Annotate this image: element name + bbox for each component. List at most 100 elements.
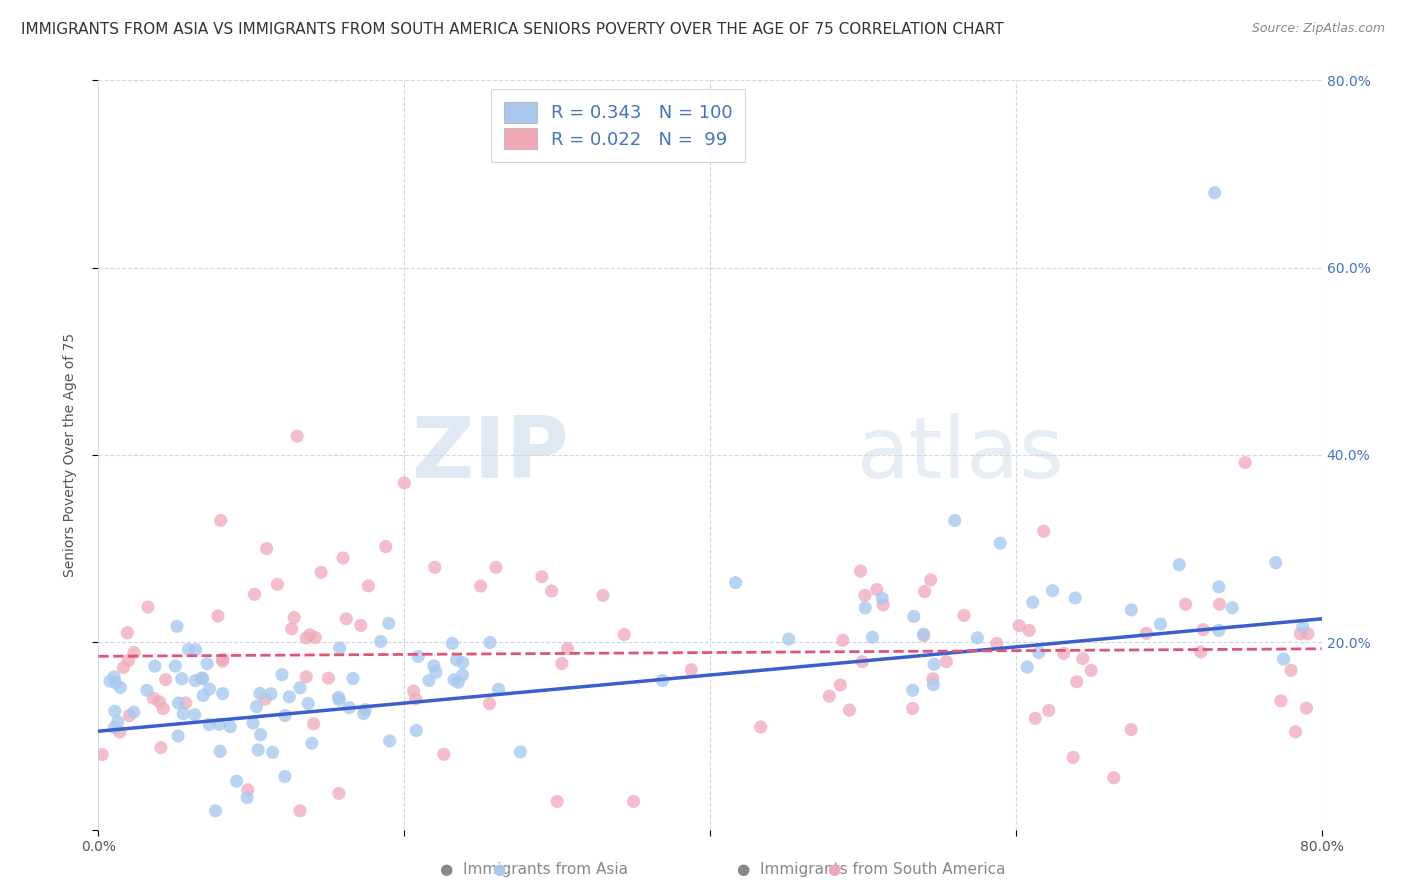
Point bbox=[225, 774, 247, 789]
Point bbox=[1295, 701, 1317, 715]
Point bbox=[143, 659, 166, 673]
Point bbox=[103, 721, 125, 735]
Point bbox=[298, 628, 321, 642]
Point bbox=[342, 672, 364, 686]
Point bbox=[136, 600, 159, 615]
Point bbox=[266, 577, 288, 591]
Point bbox=[853, 589, 876, 603]
Point bbox=[337, 700, 360, 714]
Point bbox=[1284, 724, 1306, 739]
Point bbox=[149, 740, 172, 755]
Point bbox=[135, 683, 157, 698]
Point bbox=[165, 659, 187, 673]
Point bbox=[260, 687, 283, 701]
Point bbox=[778, 632, 800, 647]
Point bbox=[236, 783, 259, 797]
Point bbox=[297, 697, 319, 711]
Point bbox=[1121, 603, 1143, 617]
Point bbox=[318, 671, 340, 685]
Point bbox=[1038, 703, 1060, 717]
Point bbox=[447, 675, 470, 690]
Point bbox=[329, 640, 352, 655]
Point bbox=[478, 697, 501, 711]
Point bbox=[1062, 750, 1084, 764]
Point bbox=[155, 673, 177, 687]
Point bbox=[912, 627, 935, 641]
Point bbox=[1053, 647, 1076, 661]
Point bbox=[479, 635, 502, 649]
Point bbox=[423, 560, 446, 574]
Point bbox=[198, 681, 221, 696]
Point bbox=[509, 745, 531, 759]
Point bbox=[1292, 619, 1315, 633]
Point bbox=[1080, 664, 1102, 678]
Point bbox=[98, 674, 121, 689]
Point bbox=[986, 636, 1008, 650]
Point bbox=[112, 660, 135, 674]
Point bbox=[470, 579, 492, 593]
Point bbox=[378, 734, 401, 748]
Point bbox=[551, 657, 574, 671]
Point bbox=[195, 657, 218, 671]
Point bbox=[170, 672, 193, 686]
Point bbox=[418, 673, 440, 688]
Point bbox=[209, 514, 232, 528]
Point bbox=[285, 429, 308, 443]
Point bbox=[1102, 771, 1125, 785]
Point bbox=[851, 655, 873, 669]
Point bbox=[1208, 597, 1230, 611]
Point bbox=[451, 656, 474, 670]
Point bbox=[142, 691, 165, 706]
Point bbox=[530, 570, 553, 584]
Point bbox=[853, 601, 876, 615]
Point bbox=[309, 566, 332, 580]
Point bbox=[1135, 626, 1157, 640]
Point bbox=[912, 629, 935, 643]
Point bbox=[406, 649, 429, 664]
Point bbox=[935, 655, 957, 669]
Point bbox=[174, 696, 197, 710]
Point bbox=[274, 770, 297, 784]
Point bbox=[1289, 627, 1312, 641]
Point bbox=[485, 560, 508, 574]
Point bbox=[1017, 660, 1039, 674]
Point bbox=[245, 699, 267, 714]
Point bbox=[301, 736, 323, 750]
Point bbox=[818, 689, 841, 703]
Point bbox=[1189, 645, 1212, 659]
Point bbox=[374, 540, 396, 554]
Point bbox=[749, 720, 772, 734]
Point bbox=[1018, 624, 1040, 638]
Point bbox=[1042, 583, 1064, 598]
Point bbox=[249, 728, 271, 742]
Point bbox=[838, 703, 860, 717]
Point bbox=[104, 675, 127, 690]
Point bbox=[1208, 624, 1230, 638]
Point bbox=[211, 654, 233, 668]
Point bbox=[357, 579, 380, 593]
Point bbox=[295, 631, 318, 645]
Point bbox=[1264, 556, 1286, 570]
Text: ●  Immigrants from South America: ● Immigrants from South America bbox=[738, 863, 1005, 877]
Point bbox=[1022, 595, 1045, 609]
Point bbox=[1220, 600, 1243, 615]
Point bbox=[247, 743, 270, 757]
Point bbox=[1028, 645, 1050, 659]
Point bbox=[288, 681, 311, 695]
Point bbox=[177, 642, 200, 657]
Point bbox=[1234, 456, 1257, 470]
Point bbox=[623, 795, 645, 809]
Point bbox=[193, 689, 215, 703]
Point bbox=[1279, 664, 1302, 678]
Point bbox=[304, 631, 326, 645]
Point bbox=[1064, 591, 1087, 605]
Point bbox=[107, 714, 129, 729]
Point bbox=[901, 701, 924, 715]
Text: ●: ● bbox=[492, 862, 506, 877]
Point bbox=[830, 678, 852, 692]
Point bbox=[350, 618, 373, 632]
Point bbox=[557, 641, 579, 656]
Point bbox=[1149, 617, 1171, 632]
Point bbox=[441, 636, 464, 650]
Point bbox=[271, 667, 294, 681]
